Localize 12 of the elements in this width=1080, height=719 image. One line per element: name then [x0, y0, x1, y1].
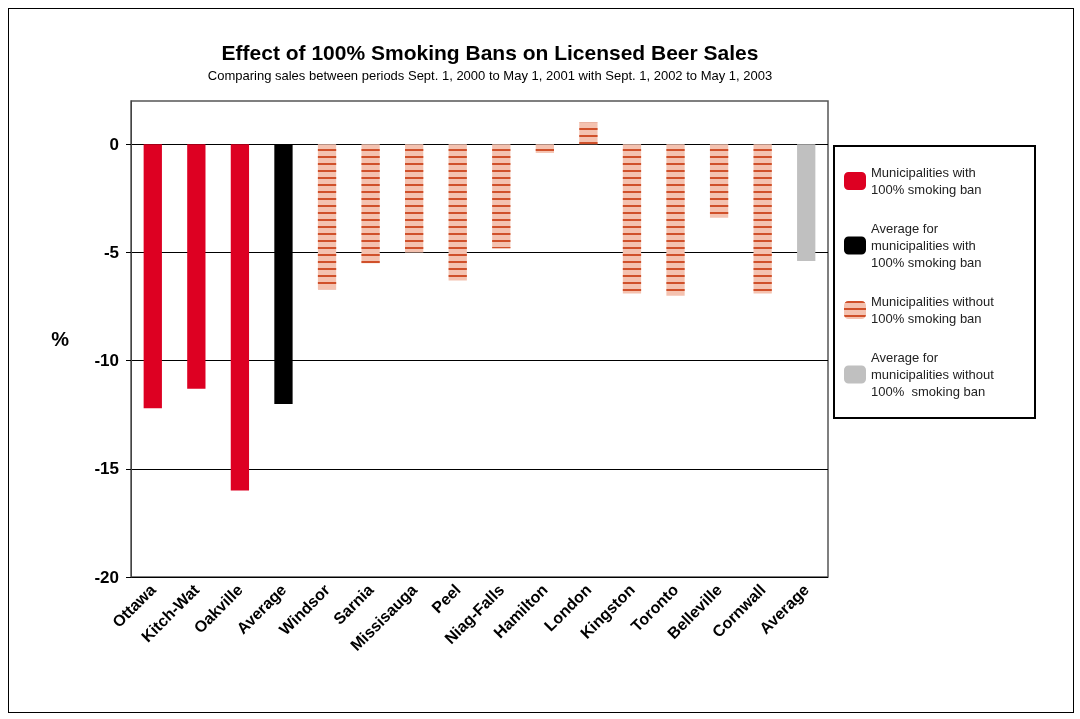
- y-tick-label: -15: [94, 459, 119, 479]
- legend-label: Municipalities with 100% smoking ban: [871, 165, 982, 197]
- legend-label: Average for municipalities without 100% smoking ban: [871, 350, 995, 399]
- y-tick-label: -5: [103, 242, 119, 262]
- chart-subtitle: Comparing sales between periods Sept. 1, 2000 to May 1, 2001 with Sept. 1, 2002 to May 1, 2003: [207, 68, 773, 83]
- y-axis-title: %: [51, 328, 70, 350]
- legend-label: Average for municipalities with 100% smoking ban: [871, 221, 982, 270]
- y-tick-label: -20: [94, 567, 119, 587]
- chart-title: Effect of 100% Smoking Bans on Licensed Beer Sales: [221, 41, 759, 64]
- y-tick-label: -10: [94, 351, 119, 371]
- legend-label: Municipalities without 100% smoking ban: [871, 294, 995, 326]
- y-tick-label: 0: [109, 134, 119, 154]
